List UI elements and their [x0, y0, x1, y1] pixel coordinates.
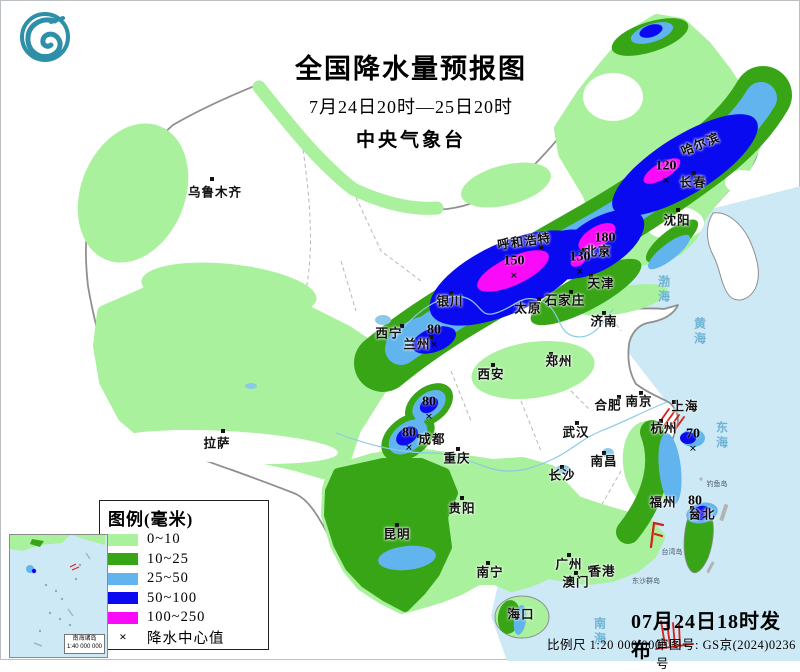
precip-100-250: [477, 158, 681, 292]
legend-rows: 0~10 10~25 25~50 50~100 100~250 × 降水中心值: [108, 530, 268, 647]
cma-logo: [20, 12, 70, 62]
inset-map: [10, 535, 105, 647]
legend-row: 100~250: [108, 608, 268, 628]
legend-label: 10~25: [147, 550, 189, 567]
precip-center-x-icon: ×: [119, 629, 127, 645]
forecast-period: 7月24日20时—25日20时: [309, 97, 513, 117]
map-title: 全国降水量预报图: [295, 54, 527, 84]
legend-row-center: × 降水中心值: [108, 628, 268, 648]
dry-gaps: [114, 73, 759, 465]
legend-row: 10~25: [108, 550, 268, 570]
inset-caption: 南海诸岛 1:40 000 000: [63, 634, 105, 654]
inset-title: 南海诸岛: [72, 636, 97, 643]
legend-title: 图例(毫米): [108, 510, 194, 529]
legend-swatch: [108, 533, 138, 546]
legend-row: 50~100: [108, 589, 268, 609]
legend-swatch: [108, 553, 138, 566]
agency-name: 中央气象台: [355, 130, 466, 151]
map-scale: 比例尺 1:20 000 000: [547, 638, 662, 652]
title-block: 全国降水量预报图 7月24日20时—25日20时 中央气象台: [241, 47, 581, 152]
island-shapes: [699, 477, 729, 574]
legend-label: 50~100: [147, 589, 198, 606]
legend-swatch: [108, 592, 138, 605]
legend-swatch: [108, 611, 138, 624]
legend: 图例(毫米) 0~10 10~25 25~50 50~100 100~250 × 降水中心值: [99, 500, 269, 650]
legend-label: 0~10: [147, 531, 181, 548]
sea-area: [491, 186, 800, 661]
rivers: [245, 295, 668, 473]
legend-center-label: 降水中心值: [147, 630, 225, 647]
issue-time: 07月24日18时发布: [631, 611, 781, 662]
south-china-sea-inset: 南海诸岛 1:40 000 000: [9, 534, 108, 658]
approval-number: 审图号: GS京(2024)0236号: [656, 638, 796, 671]
legend-label: 100~250: [147, 609, 206, 626]
legend-swatch: [108, 572, 138, 585]
red-annotation: [649, 408, 694, 650]
legend-row: 25~50: [108, 569, 268, 589]
legend-label: 25~50: [147, 570, 189, 587]
legend-row: 0~10: [108, 530, 268, 550]
inset-scale: 1:40 000 000: [66, 644, 102, 651]
